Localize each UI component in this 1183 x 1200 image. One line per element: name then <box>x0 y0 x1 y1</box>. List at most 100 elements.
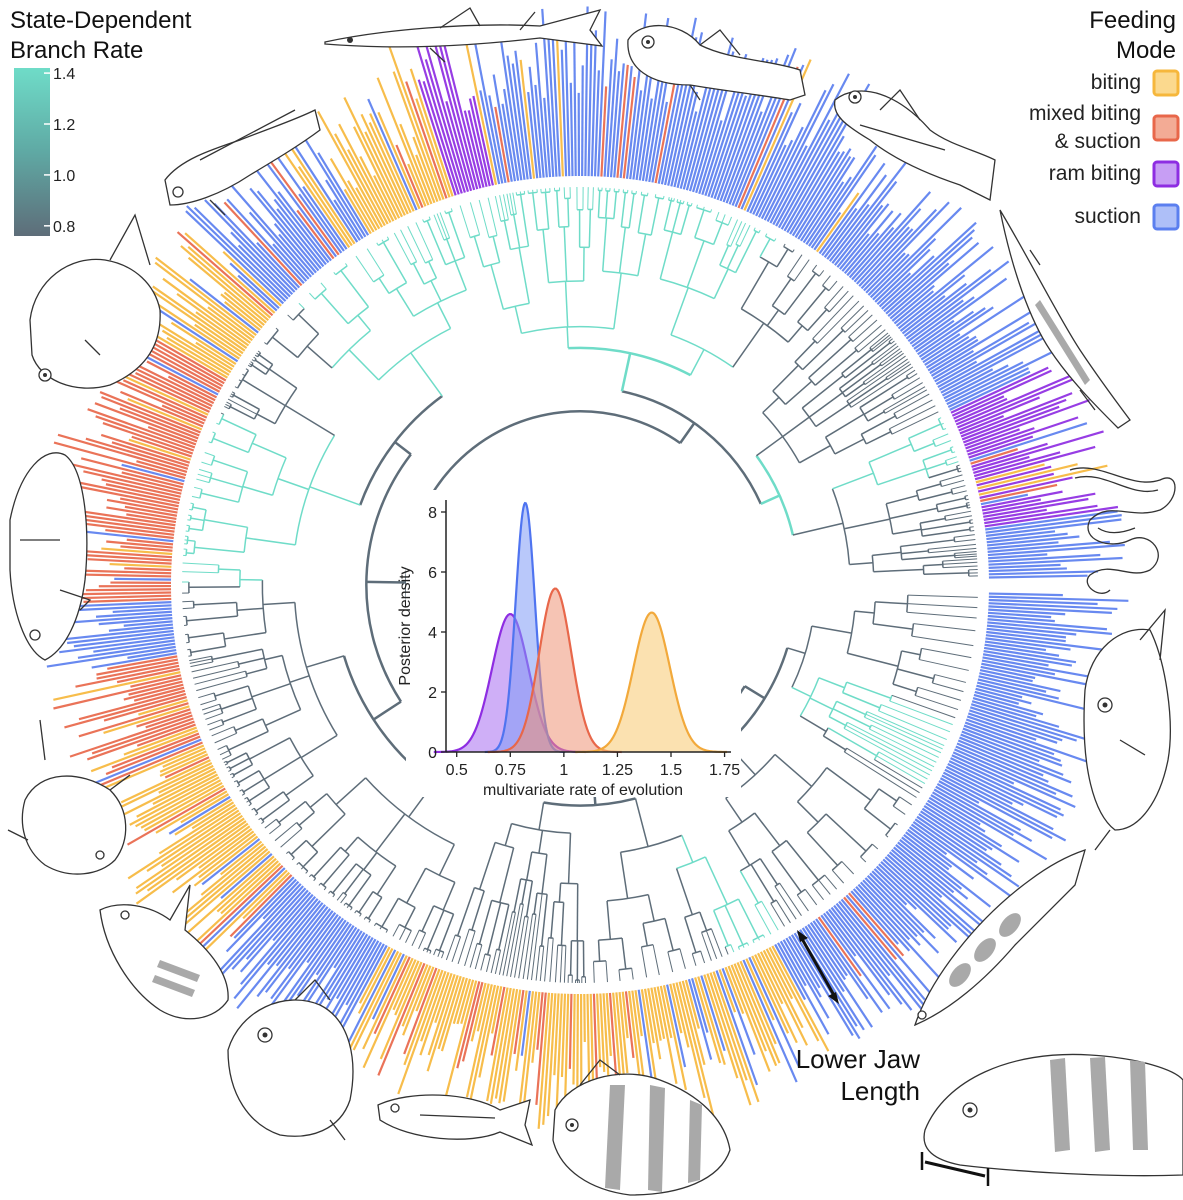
tree-branch <box>336 892 344 901</box>
trait-bar <box>985 514 1122 534</box>
trait-bar <box>331 938 377 1015</box>
tree-branch <box>779 882 802 916</box>
trait-bar <box>105 483 181 502</box>
tree-branch <box>886 494 918 505</box>
tree-branch <box>328 890 331 894</box>
trait-bar <box>956 742 1049 783</box>
trait-bar <box>345 950 400 1056</box>
tree-branch <box>848 378 888 405</box>
tree-branch <box>916 483 941 492</box>
trait-bar <box>935 360 978 386</box>
tree-branch <box>478 199 490 238</box>
tree-branch <box>469 943 478 968</box>
trait-bar <box>673 91 699 188</box>
trait-bar <box>967 712 1058 744</box>
trait-bar <box>988 595 1129 602</box>
density-y-ticks: 0 2 4 6 8 <box>428 505 446 762</box>
trait-bar <box>124 505 178 517</box>
tree-branch <box>422 219 425 223</box>
tree-branch <box>874 759 923 789</box>
trait-bar <box>980 483 1058 503</box>
tree-branch <box>381 897 400 928</box>
trait-bar <box>987 614 1055 623</box>
tree-branch <box>894 822 898 826</box>
trait-bar <box>947 367 1030 408</box>
trait-bar <box>131 435 193 458</box>
tree-branch <box>253 356 257 360</box>
trait-bar <box>955 745 1073 798</box>
trait-bar <box>826 203 870 260</box>
trait-bar <box>965 718 1095 766</box>
tree-branch <box>205 712 223 720</box>
tree-branch <box>691 953 697 966</box>
tree-branch <box>918 491 953 501</box>
tree-branch <box>433 214 445 241</box>
tree-branch <box>422 947 426 952</box>
tree-branch <box>670 287 689 336</box>
tree-arc <box>388 282 407 295</box>
trait-bar <box>527 91 539 179</box>
tree-branch <box>913 442 935 453</box>
trait-bar <box>535 992 547 1105</box>
tree-branch <box>393 232 412 265</box>
trait-bar <box>90 729 199 773</box>
y-tick-label: 0 <box>428 745 437 762</box>
tree-branch <box>445 934 456 961</box>
tree-arc <box>621 390 762 505</box>
trait-bar <box>981 662 1105 689</box>
tree-branch <box>191 661 239 673</box>
trait-bar <box>697 976 726 1066</box>
tree-branch <box>242 485 273 496</box>
tree-branch <box>291 857 295 861</box>
tree-branch <box>699 911 708 931</box>
tree-branch <box>618 227 627 273</box>
trait-bar <box>315 923 352 976</box>
trait-bar <box>848 226 895 279</box>
tree-branch <box>966 502 970 504</box>
trait-bar <box>239 891 312 973</box>
trait-bar <box>974 445 1096 481</box>
trait-bar <box>959 414 1005 435</box>
trait-bar <box>233 876 295 939</box>
tree-branch <box>592 187 594 210</box>
trait-bar <box>101 547 173 556</box>
tree-branch <box>246 800 250 803</box>
trait-bar <box>977 472 1055 493</box>
trait-bar <box>676 111 698 189</box>
tree-branch <box>459 205 471 238</box>
trait-bar <box>105 735 201 776</box>
trait-bar <box>715 970 759 1086</box>
trait-bar <box>897 274 966 330</box>
tree-branch <box>823 735 847 751</box>
mode-swatch <box>1152 203 1180 231</box>
trait-bar <box>355 187 381 230</box>
trait-bar <box>189 278 259 334</box>
tree-branch <box>196 478 210 484</box>
trait-bar <box>853 208 922 283</box>
tree-branch <box>954 534 975 538</box>
trait-bar <box>962 727 1063 767</box>
tree-branch <box>190 645 226 654</box>
trait-bar <box>920 810 1002 866</box>
tree-branch <box>233 394 260 411</box>
tree-branch <box>787 647 806 655</box>
tree-arc <box>831 488 851 565</box>
tree-branch <box>538 830 544 854</box>
tree-branch <box>451 936 461 963</box>
tree-branch <box>593 961 595 983</box>
trait-bar <box>954 748 1057 795</box>
tree-branch <box>802 329 844 371</box>
trait-bar <box>219 840 263 876</box>
trait-bar <box>70 549 173 559</box>
tree-branch <box>869 728 937 763</box>
trait-bar <box>939 777 1053 840</box>
trait-bar <box>537 992 551 1129</box>
trait-bar <box>771 945 830 1052</box>
trait-bar <box>494 106 510 183</box>
feeding-mode-trait-ring <box>35 6 1129 1130</box>
trait-bar <box>379 961 423 1060</box>
trait-bar <box>746 111 793 213</box>
tree-branch <box>239 789 243 792</box>
trait-bar <box>802 181 845 244</box>
trait-bar <box>572 993 576 1085</box>
